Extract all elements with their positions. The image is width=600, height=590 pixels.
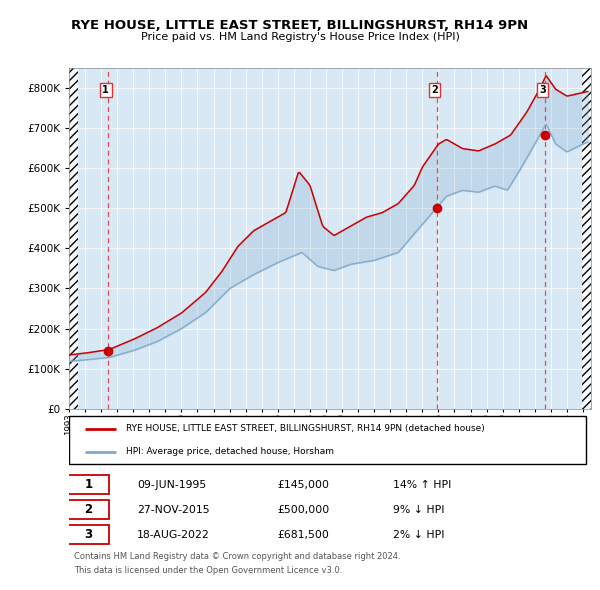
Text: RYE HOUSE, LITTLE EAST STREET, BILLINGSHURST, RH14 9PN (detached house): RYE HOUSE, LITTLE EAST STREET, BILLINGSH…	[127, 424, 485, 433]
Text: Price paid vs. HM Land Registry's House Price Index (HPI): Price paid vs. HM Land Registry's House …	[140, 32, 460, 42]
Text: 2: 2	[84, 503, 92, 516]
Text: 27-NOV-2015: 27-NOV-2015	[137, 504, 209, 514]
Text: HPI: Average price, detached house, Horsham: HPI: Average price, detached house, Hors…	[127, 447, 334, 457]
Text: 3: 3	[539, 85, 546, 95]
Text: £145,000: £145,000	[278, 480, 330, 490]
Bar	[69, 68, 78, 409]
Text: 3: 3	[84, 528, 92, 541]
Text: 09-JUN-1995: 09-JUN-1995	[137, 480, 206, 490]
FancyBboxPatch shape	[69, 417, 586, 464]
Text: This data is licensed under the Open Government Licence v3.0.: This data is licensed under the Open Gov…	[74, 566, 343, 575]
Text: 1: 1	[84, 478, 92, 491]
Text: £500,000: £500,000	[278, 504, 330, 514]
Text: £681,500: £681,500	[278, 530, 329, 539]
Text: 18-AUG-2022: 18-AUG-2022	[137, 530, 209, 539]
Bar	[582, 68, 591, 409]
Text: 2% ↓ HPI: 2% ↓ HPI	[392, 530, 444, 539]
Text: RYE HOUSE, LITTLE EAST STREET, BILLINGSHURST, RH14 9PN: RYE HOUSE, LITTLE EAST STREET, BILLINGSH…	[71, 19, 529, 32]
FancyBboxPatch shape	[68, 476, 109, 494]
Text: 14% ↑ HPI: 14% ↑ HPI	[392, 480, 451, 490]
Text: Contains HM Land Registry data © Crown copyright and database right 2024.: Contains HM Land Registry data © Crown c…	[74, 552, 401, 561]
FancyBboxPatch shape	[68, 525, 109, 544]
Text: 9% ↓ HPI: 9% ↓ HPI	[392, 504, 444, 514]
FancyBboxPatch shape	[68, 500, 109, 519]
Text: 2: 2	[431, 85, 438, 95]
Text: 1: 1	[103, 85, 109, 95]
